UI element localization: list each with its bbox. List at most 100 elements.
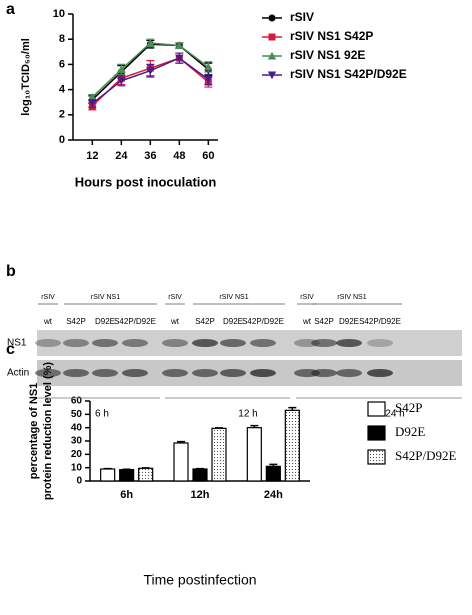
y-axis-label: log₁₀TCID₅₀/ml [20, 38, 32, 116]
lane-label: wt [43, 317, 53, 326]
marker [268, 33, 276, 41]
marker [88, 92, 97, 101]
bar [173, 442, 189, 482]
band [63, 339, 89, 347]
band [336, 339, 362, 347]
group-label: rSIV [300, 294, 314, 301]
y-tick-label: 6 [59, 58, 65, 70]
band [367, 369, 393, 377]
y-tick-label: 60 [71, 396, 83, 407]
band [220, 339, 246, 347]
lane-label: S42P [195, 317, 215, 326]
band [336, 369, 362, 377]
marker [146, 67, 155, 75]
legend-label: rSIV NS1 S42P/D92E [290, 67, 407, 81]
band [192, 339, 218, 347]
group-label: rSIV NS1 [91, 294, 120, 301]
bar [284, 409, 300, 482]
legend-label: D92E [395, 424, 425, 439]
band [63, 369, 89, 377]
x-tick-label: 12 [86, 150, 98, 162]
x-tick-label: 12h [191, 489, 210, 501]
lane-label: D92E [339, 317, 359, 326]
lane-label: wt [302, 317, 312, 326]
legend-label: S42P/D92E [395, 448, 456, 463]
band [250, 339, 276, 347]
marker [268, 14, 276, 22]
y-tick-label: 2 [59, 109, 65, 121]
legend-label: rSIV NS1 S42P [290, 29, 373, 43]
bar [100, 468, 116, 482]
x-axis-label: Time postinfection [143, 572, 256, 588]
legend-label: S42P [395, 400, 422, 415]
band [35, 369, 61, 377]
y-tick-label: 10 [71, 462, 83, 473]
time-label: 24 h [385, 409, 404, 420]
band [311, 339, 337, 347]
marker [117, 77, 126, 85]
bar [138, 467, 154, 482]
time-label: 12 h [238, 409, 257, 420]
row-label: NS1 [7, 338, 27, 349]
band [250, 369, 276, 377]
lane-label: D92E [223, 317, 243, 326]
bar [192, 468, 208, 482]
band [35, 339, 61, 347]
marker [146, 38, 155, 47]
marker [204, 62, 213, 71]
band [311, 369, 337, 377]
y-tick-label: 0 [76, 476, 82, 487]
x-tick-label: 36 [144, 150, 156, 162]
legend-swatch [367, 425, 386, 441]
band [122, 339, 148, 347]
y-tick-label: 0 [59, 134, 65, 146]
x-axis-label: Hours post inoculation [75, 174, 217, 189]
band [122, 369, 148, 377]
marker [175, 54, 184, 63]
y-tick-label: 4 [59, 84, 66, 96]
group-label: rSIV [168, 294, 182, 301]
band [92, 369, 118, 377]
time-label: 6 h [95, 409, 109, 420]
lane-label: D92E [95, 317, 115, 326]
marker [267, 71, 277, 80]
lane-label: S42P [314, 317, 334, 326]
marker [204, 76, 213, 84]
lane-label: S42P/D92E [359, 317, 401, 326]
marker [88, 99, 97, 108]
y-tick-label: 40 [71, 422, 83, 433]
lane-label: S42P [66, 317, 86, 326]
panel-label: a [6, 1, 15, 18]
legend-label: rSIV [290, 10, 314, 24]
x-tick-label: 24h [264, 489, 283, 501]
legend-label: rSIV NS1 92E [290, 48, 365, 62]
y-tick-label: 20 [71, 449, 83, 460]
band [192, 369, 218, 377]
row-label: Actin [7, 368, 29, 379]
marker [175, 41, 184, 49]
x-tick-label: 6h [120, 489, 133, 501]
lane-label: wt [170, 317, 180, 326]
bar [211, 427, 227, 482]
group-label: rSIV [41, 294, 55, 301]
bar [119, 469, 135, 482]
y-tick-label: 10 [53, 8, 65, 20]
legend-swatch [367, 449, 386, 465]
group-label: rSIV NS1 [219, 294, 248, 301]
panel-label: c [6, 341, 15, 358]
y-tick-label: 30 [71, 436, 83, 447]
band [367, 339, 393, 347]
x-tick-label: 24 [115, 150, 128, 162]
x-tick-label: 60 [202, 150, 214, 162]
y-axis-label: protein reduction level (%) [42, 362, 54, 500]
marker [267, 51, 277, 60]
band [162, 369, 188, 377]
band [92, 339, 118, 347]
lane-label: S42P/D92E [114, 317, 156, 326]
y-tick-label: 50 [71, 409, 83, 420]
marker [117, 65, 126, 73]
panel-label: b [6, 263, 16, 280]
lane-label: S42P/D92E [242, 317, 284, 326]
